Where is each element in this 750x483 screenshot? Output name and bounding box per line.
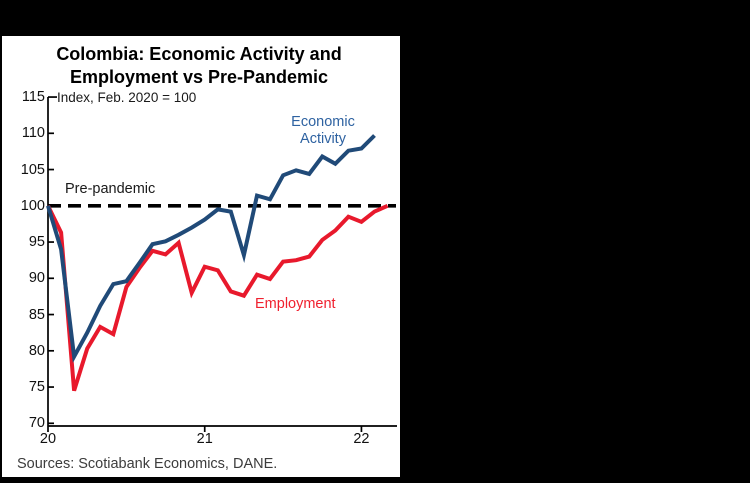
x-tick-label: 20	[39, 431, 57, 447]
employment-line	[46, 203, 389, 392]
economic-activity-annotation: Economic Activity	[272, 114, 374, 148]
economic-activity-annotation-line2: Activity	[300, 131, 346, 147]
y-tick-label: 115	[21, 89, 45, 106]
sources-note: Sources: Scotiabank Economics, DANE.	[17, 456, 278, 472]
pre-pandemic-annotation: Pre-pandemic	[65, 181, 156, 197]
chart-panel	[2, 36, 400, 477]
y-tick-label: 105	[20, 161, 45, 178]
y-tick-label: 85	[28, 306, 45, 323]
economic-activity-annotation-line1: Economic	[291, 114, 355, 130]
y-tick-label: 100	[20, 197, 45, 214]
y-tick-label: 110	[21, 125, 45, 142]
y-tick-label: 95	[28, 234, 45, 251]
y-tick-label: 70	[28, 415, 45, 432]
chart-title-line2: Employment vs Pre-Pandemic	[69, 67, 329, 87]
chart-title: Colombia: Economic Activity and Employme…	[8, 43, 390, 89]
economic-activity-line	[46, 134, 376, 364]
chart-title-line1: Colombia: Economic Activity and	[56, 44, 342, 64]
x-tick-label: 21	[196, 431, 213, 447]
employment-annotation: Employment	[255, 296, 336, 312]
y-tick-label: 90	[28, 270, 45, 287]
y-tick-label: 80	[28, 342, 45, 359]
x-tick-label: 22	[353, 431, 370, 447]
y-tick-label: 75	[28, 379, 45, 396]
chart-subtitle: Index, Feb. 2020 = 100	[57, 90, 197, 105]
